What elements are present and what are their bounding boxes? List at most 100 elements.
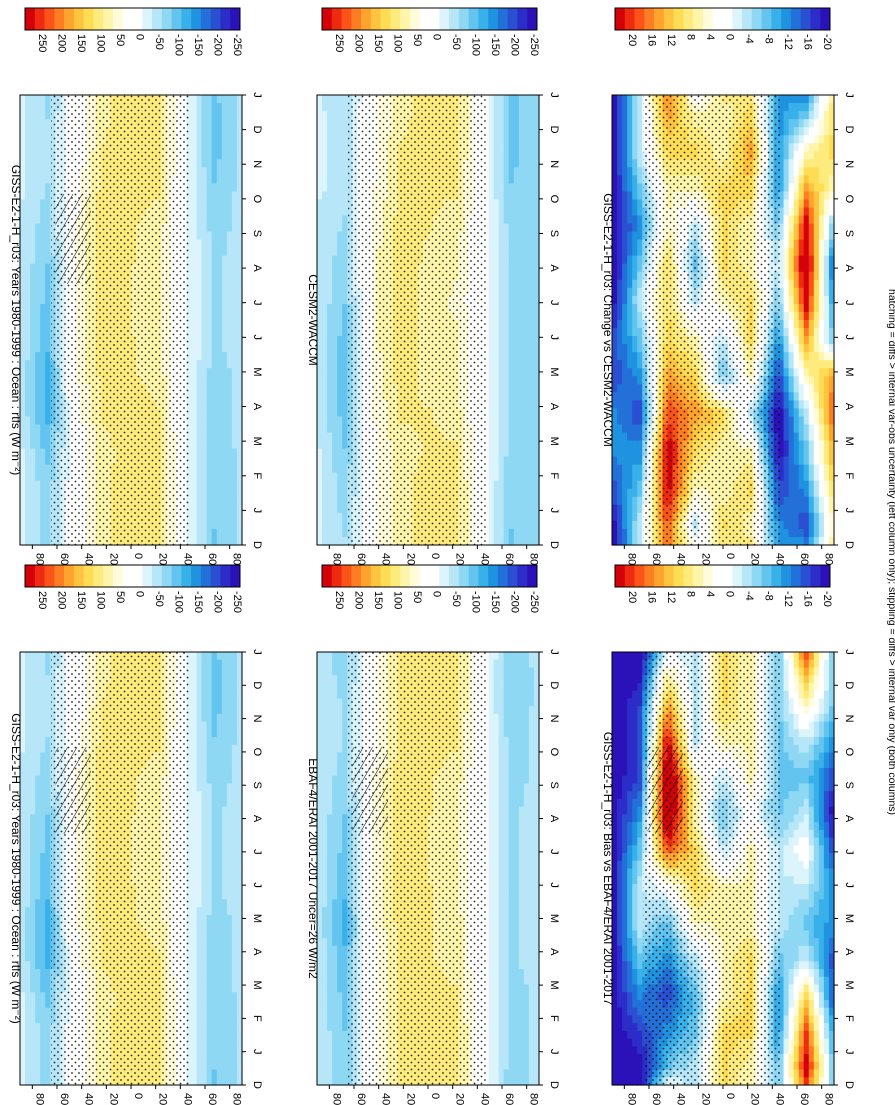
- heatmap-cell: [20, 103, 26, 112]
- heatmap-cell: [40, 143, 46, 152]
- heatmap-cell: [196, 199, 203, 209]
- heatmap-cell: [493, 127, 500, 136]
- heatmap-cell: [322, 432, 328, 442]
- heatmap-cell: [35, 103, 41, 112]
- heatmap-cell: [221, 191, 228, 201]
- heatmap-cell: [40, 287, 46, 297]
- x-tick-label: M: [251, 367, 263, 376]
- heatmap-cell: [342, 408, 348, 418]
- heatmap-cell: [518, 263, 525, 273]
- heatmap-cell: [20, 448, 26, 458]
- heatmap-cell: [508, 127, 515, 136]
- heatmap-cell: [236, 135, 243, 144]
- heatmap-cell: [25, 223, 31, 233]
- heatmap-cell: [45, 472, 51, 482]
- heatmap-cell: [332, 368, 338, 377]
- heatmap-cell: [493, 504, 500, 514]
- heatmap-cell: [488, 279, 495, 289]
- heatmap-cell: [196, 127, 203, 136]
- heatmap-cell: [332, 456, 338, 466]
- heatmap-cell: [196, 295, 203, 305]
- heatmap-cell: [25, 448, 31, 458]
- heatmap-cell: [221, 368, 228, 377]
- heatmap-cell: [523, 279, 530, 289]
- heatmap-cell: [221, 448, 228, 458]
- heatmap-cell: [231, 328, 238, 337]
- heatmap-cell: [221, 352, 228, 361]
- heatmap-cell: [196, 456, 203, 466]
- heatmap-cell: [498, 472, 505, 482]
- heatmap-cell: [498, 255, 505, 265]
- heatmap-cell: [216, 536, 223, 546]
- heatmap-cell: [332, 295, 338, 305]
- heatmap-cell: [211, 207, 218, 217]
- heatmap-cell: [488, 512, 495, 522]
- heatmap-cell: [211, 408, 218, 418]
- heatmap-cell: [25, 287, 31, 297]
- heatmap-cell: [317, 456, 323, 466]
- heatmap-cell: [493, 328, 500, 337]
- heatmap-cell: [523, 175, 530, 184]
- heatmap-cell: [191, 279, 198, 289]
- heatmap-cell: [528, 95, 535, 104]
- heatmap-cell: [498, 119, 505, 128]
- heatmap-cell: [30, 472, 36, 482]
- heatmap-cell: [20, 376, 26, 385]
- heatmap-cell: [523, 271, 530, 281]
- heatmap-cell: [317, 127, 323, 136]
- heatmap-cell: [322, 520, 328, 530]
- heatmap-cell: [231, 215, 238, 225]
- heatmap-cell: [342, 223, 348, 233]
- heatmap-cell: [231, 376, 238, 385]
- y-tick-label: 20: [107, 553, 119, 565]
- heatmap-cell: [211, 215, 218, 225]
- heatmap-cell: [226, 255, 233, 265]
- heatmap-cell: [332, 504, 338, 514]
- heatmap-cell: [216, 376, 223, 385]
- heatmap-cell: [221, 376, 228, 385]
- heatmap-cell: [216, 191, 223, 201]
- heatmap-cell: [337, 512, 343, 522]
- heatmap-cell: [342, 512, 348, 522]
- heatmap-cell: [236, 119, 243, 128]
- heatmap-cell: [35, 512, 41, 522]
- heatmap-cell: [211, 504, 218, 514]
- heatmap-cell: [327, 215, 333, 225]
- heatmap-cell: [503, 520, 510, 530]
- heatmap-cell: [216, 392, 223, 401]
- heatmap-cell: [236, 408, 243, 418]
- stippling-overlay: [51, 95, 189, 545]
- heatmap-cell: [518, 183, 525, 193]
- heatmap-cell: [221, 183, 228, 193]
- heatmap-cell: [206, 504, 213, 514]
- heatmap-cell: [45, 279, 51, 289]
- heatmap-cell: [528, 127, 535, 136]
- heatmap-cell: [196, 207, 203, 217]
- heatmap-cell: [337, 127, 343, 136]
- heatmap-cell: [191, 207, 198, 217]
- heatmap-cell: [196, 311, 203, 321]
- heatmap-cell: [498, 488, 505, 498]
- heatmap-cell: [342, 247, 348, 257]
- heatmap-cell: [528, 360, 535, 369]
- heatmap-cell: [45, 143, 51, 152]
- heatmap-cell: [20, 247, 26, 257]
- heatmap-cell: [513, 255, 520, 265]
- heatmap-cell: [196, 223, 203, 233]
- heatmap-cell: [201, 464, 208, 474]
- heatmap-cell: [342, 400, 348, 409]
- heatmap-cell: [332, 279, 338, 289]
- heatmap-cell: [25, 191, 31, 201]
- heatmap-cell: [513, 536, 520, 546]
- heatmap-cell: [35, 368, 41, 377]
- heatmap-cell: [518, 344, 525, 353]
- heatmap-cell: [508, 271, 515, 281]
- heatmap-cell: [40, 231, 46, 241]
- heatmap-cell: [196, 376, 203, 385]
- heatmap-cell: [216, 263, 223, 273]
- heatmap-cell: [508, 384, 515, 393]
- heatmap-cell: [30, 536, 36, 546]
- heatmap-cell: [221, 103, 228, 112]
- heatmap-cell: [40, 440, 46, 450]
- heatmap-cell: [493, 464, 500, 474]
